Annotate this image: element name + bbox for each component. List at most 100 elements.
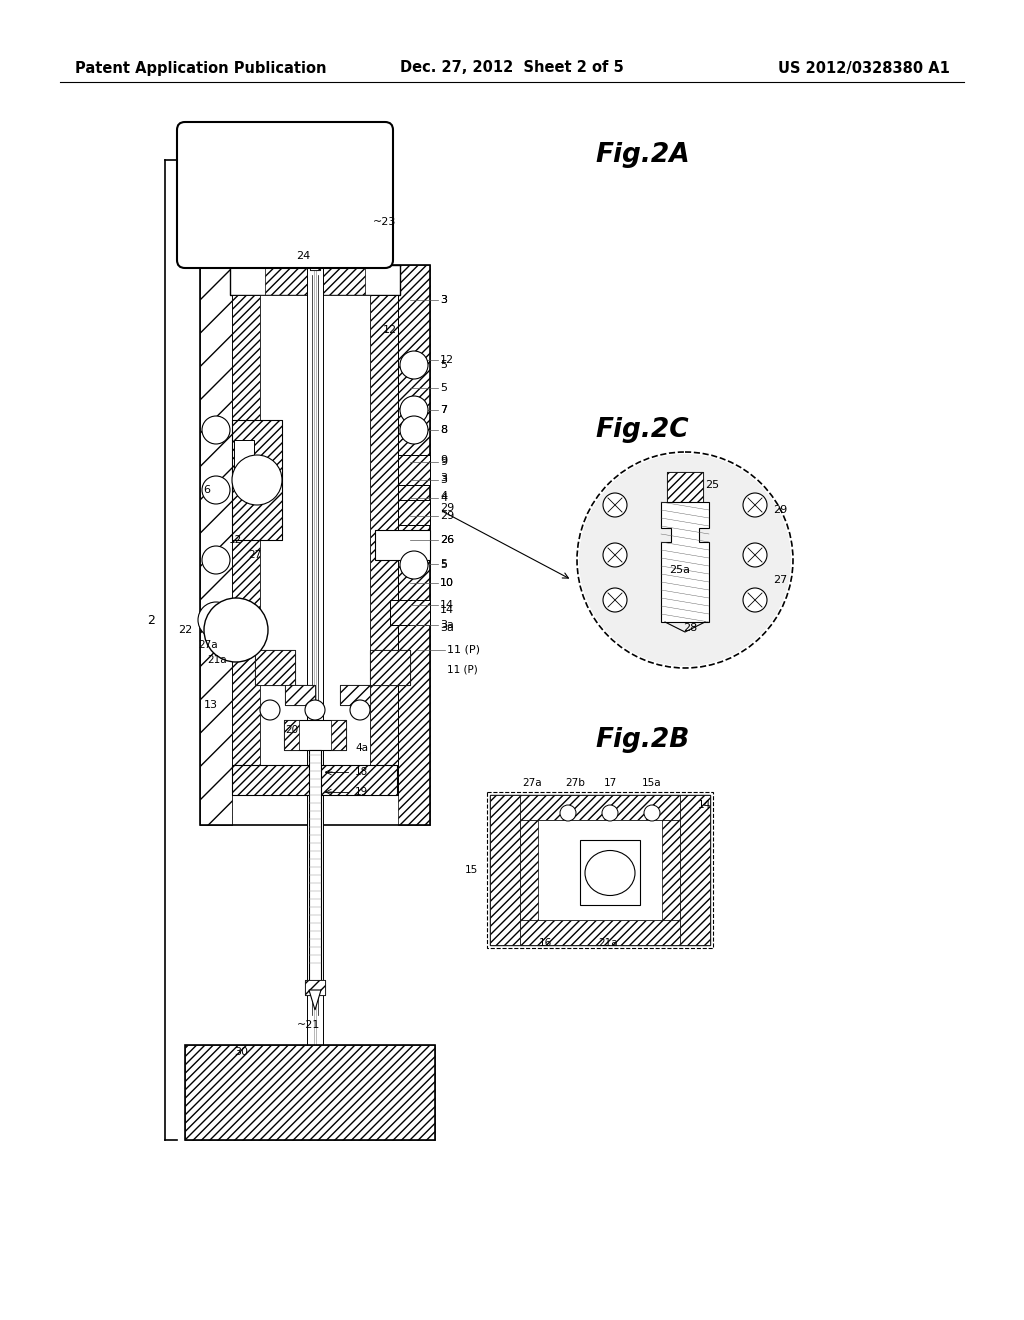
Bar	[230, 265, 400, 294]
Text: 14: 14	[440, 601, 454, 610]
Text: ~21: ~21	[297, 1020, 321, 1030]
Bar	[285, 685, 315, 705]
Circle shape	[204, 598, 268, 663]
Bar	[390, 601, 430, 624]
Circle shape	[602, 805, 618, 821]
Bar	[398, 265, 430, 825]
Circle shape	[743, 543, 767, 568]
Text: 27: 27	[249, 550, 261, 560]
Circle shape	[560, 805, 575, 821]
Bar	[398, 455, 430, 484]
Bar	[284, 719, 299, 750]
Bar	[667, 473, 703, 502]
Bar	[398, 500, 430, 525]
Bar	[232, 420, 282, 540]
Circle shape	[603, 587, 627, 612]
Bar	[230, 265, 400, 294]
Circle shape	[202, 546, 230, 574]
Text: 5: 5	[440, 360, 447, 370]
Circle shape	[743, 587, 767, 612]
Text: ~23: ~23	[373, 216, 396, 227]
Text: 3: 3	[440, 473, 447, 483]
Polygon shape	[662, 502, 709, 622]
Circle shape	[400, 351, 428, 379]
Bar	[370, 649, 410, 685]
Text: 25a: 25a	[670, 565, 690, 576]
FancyBboxPatch shape	[177, 121, 393, 268]
Circle shape	[400, 416, 428, 444]
Text: 28: 28	[683, 623, 697, 634]
Bar	[200, 265, 232, 825]
Circle shape	[202, 416, 230, 444]
Text: 18: 18	[355, 767, 369, 777]
Text: 26: 26	[440, 535, 454, 545]
Text: Dec. 27, 2012  Sheet 2 of 5: Dec. 27, 2012 Sheet 2 of 5	[400, 61, 624, 75]
Bar	[232, 766, 397, 795]
Text: 3: 3	[440, 294, 447, 305]
Text: 5: 5	[440, 558, 447, 569]
Text: 17: 17	[603, 777, 616, 788]
Bar	[375, 531, 430, 560]
Bar	[370, 294, 398, 795]
Bar	[520, 820, 538, 920]
Text: 25: 25	[705, 480, 719, 490]
Text: 19: 19	[355, 787, 369, 797]
Bar	[520, 820, 680, 920]
Text: 20: 20	[285, 725, 298, 735]
Text: 8: 8	[440, 425, 447, 436]
Text: Fig.2A: Fig.2A	[595, 143, 689, 168]
Text: 3: 3	[440, 475, 447, 484]
Text: 5: 5	[440, 560, 447, 570]
Bar	[340, 685, 370, 705]
Text: 10: 10	[440, 578, 454, 587]
Bar	[305, 979, 325, 995]
Bar	[232, 766, 397, 795]
Text: 22: 22	[178, 624, 193, 635]
Text: 8: 8	[440, 425, 447, 436]
Text: 4a: 4a	[355, 743, 368, 752]
Bar	[331, 719, 346, 750]
Bar	[520, 795, 680, 820]
Bar	[284, 719, 346, 750]
Text: 27a: 27a	[522, 777, 542, 788]
Bar	[580, 840, 640, 906]
Circle shape	[743, 492, 767, 517]
Text: 27a: 27a	[199, 640, 218, 649]
Bar	[310, 249, 319, 271]
Polygon shape	[309, 990, 321, 1010]
Circle shape	[260, 700, 280, 719]
Bar	[230, 265, 265, 294]
Text: 7: 7	[440, 405, 447, 414]
Text: 21a: 21a	[208, 655, 227, 665]
Text: 11 (P): 11 (P)	[447, 645, 480, 655]
Text: 15: 15	[465, 865, 478, 875]
Text: 13: 13	[204, 700, 218, 710]
Text: 4: 4	[440, 491, 447, 502]
Bar	[305, 979, 325, 995]
Text: US 2012/0328380 A1: US 2012/0328380 A1	[778, 61, 950, 75]
Text: 12: 12	[383, 325, 397, 335]
Bar	[520, 920, 680, 945]
Text: 21a: 21a	[598, 939, 617, 948]
Bar	[490, 795, 520, 945]
Text: 3a: 3a	[440, 623, 454, 634]
Text: 14: 14	[440, 605, 454, 615]
Bar	[490, 795, 710, 945]
Text: 29: 29	[773, 506, 787, 515]
Bar	[662, 820, 680, 920]
Bar	[307, 265, 323, 1065]
Circle shape	[644, 805, 660, 821]
Text: 3: 3	[440, 294, 447, 305]
Bar	[667, 473, 703, 502]
Text: 3a: 3a	[440, 620, 454, 630]
Text: 2: 2	[147, 614, 155, 627]
Text: 5: 5	[440, 383, 447, 393]
Text: 29: 29	[440, 503, 455, 513]
Circle shape	[202, 477, 230, 504]
Text: 7: 7	[440, 405, 447, 414]
Ellipse shape	[585, 850, 635, 895]
Ellipse shape	[577, 451, 793, 668]
Bar	[185, 1045, 435, 1140]
Circle shape	[232, 455, 282, 506]
Text: 9: 9	[440, 455, 447, 465]
